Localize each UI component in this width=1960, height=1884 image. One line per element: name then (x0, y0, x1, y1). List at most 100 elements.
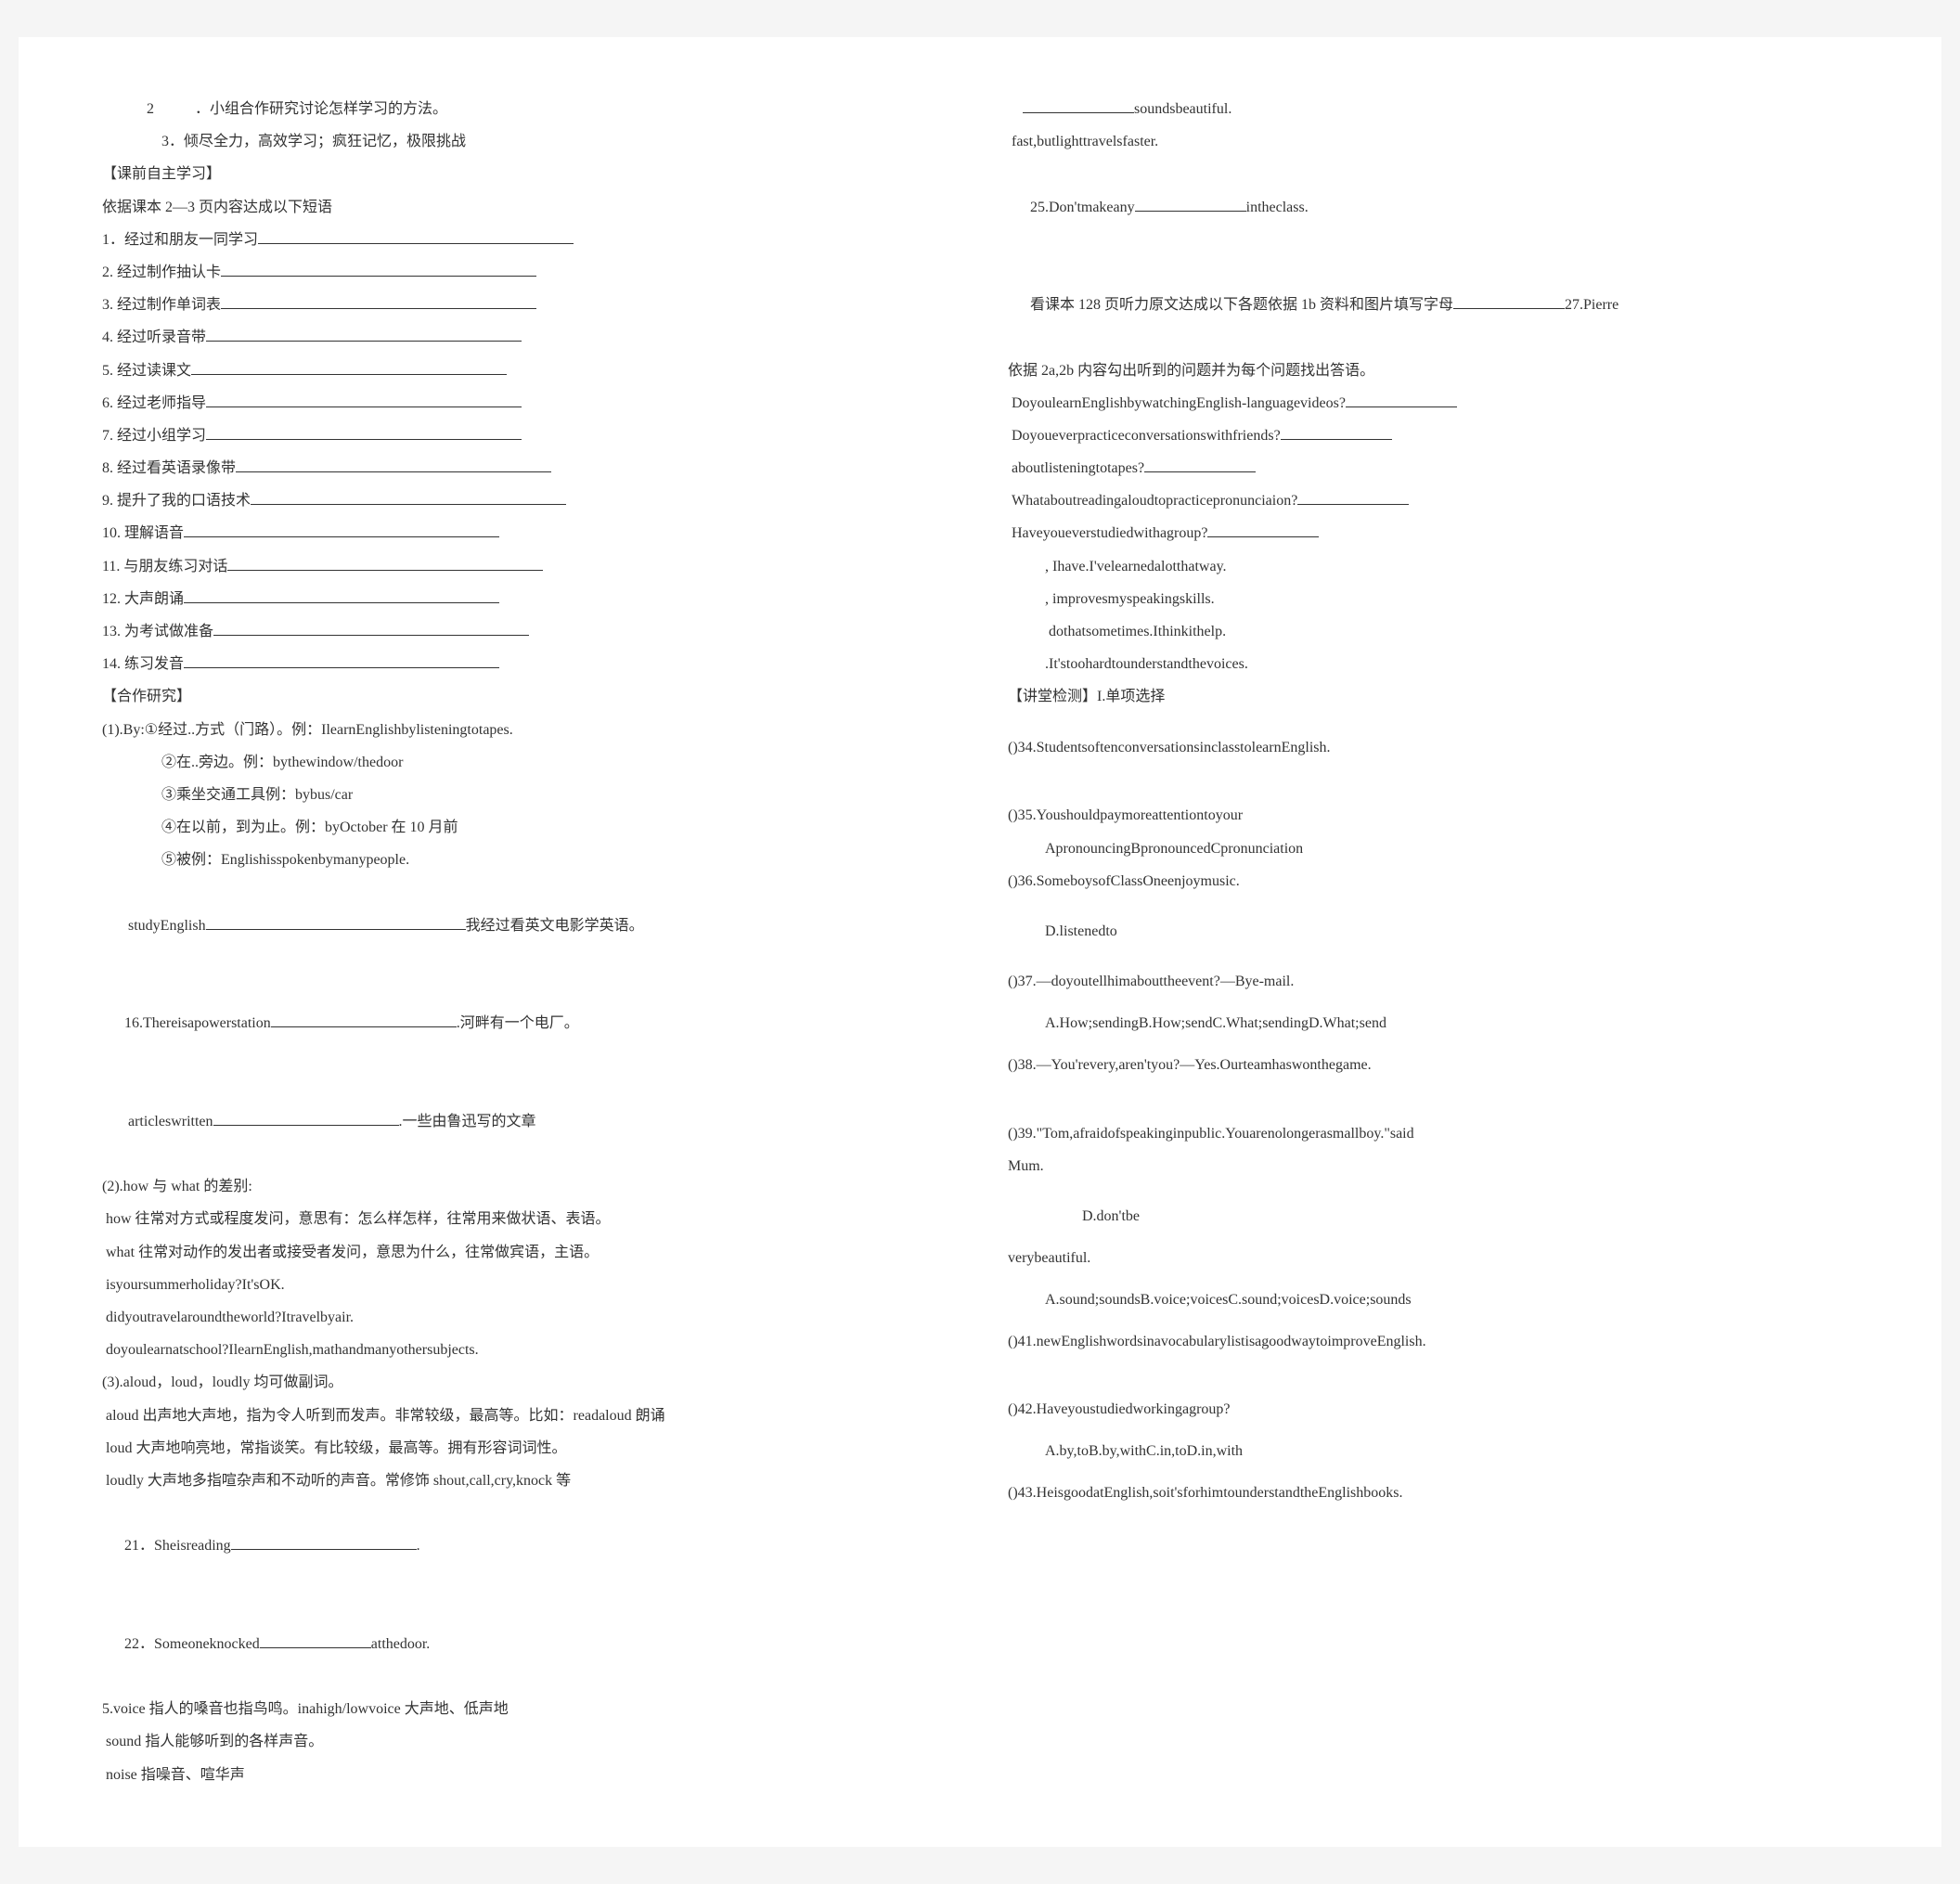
fill-blank[interactable] (227, 556, 543, 571)
text-line: ②在..旁边。例：bythewindow/thedoor (102, 746, 952, 779)
item-label: 25.Don'tmakeany (1030, 200, 1135, 215)
item-tail: .河畔有一个电厂。 (457, 1015, 579, 1031)
item-label: 21．Sheisreading (124, 1538, 231, 1554)
fill-blank[interactable] (1144, 458, 1256, 472)
fill-blank[interactable] (221, 294, 536, 309)
item-label: 6. 经过老师指导 (102, 395, 206, 411)
fill-item: 1．经过和朋友一同学习 (102, 224, 952, 256)
section-heading: 【课前自主学习】 (102, 158, 952, 190)
fill-blank[interactable] (213, 621, 529, 636)
item-label: Doyoueverpracticeconversationswithfriend… (1008, 428, 1281, 444)
fill-item: Haveyoueverstudiedwithagroup? (1008, 517, 1858, 549)
item-label: 3. 经过制作单词表 (102, 297, 221, 313)
fill-item: 22．Someoneknocked atthedoor. (102, 1595, 952, 1694)
fill-item: DoyoulearnEnglishbywatchingEnglish-langu… (1008, 387, 1858, 419)
fill-item: 10. 理解语音 (102, 517, 952, 549)
fill-blank[interactable] (206, 915, 466, 930)
option-line: ApronouncingBpronouncedCpronunciation (1008, 832, 1858, 865)
item-label: DoyoulearnEnglishbywatchingEnglish-langu… (1008, 395, 1346, 411)
fill-blank[interactable] (206, 425, 522, 440)
question-line: ()41.newEnglishwordsinavocabularylistisa… (1008, 1325, 1858, 1358)
item-label: 16.Thereisapowerstation (124, 1015, 271, 1031)
question-line: ()34.Studentsoftenconversationsinclassto… (1008, 731, 1858, 764)
item-tail: 27.Pierre (1565, 297, 1618, 313)
item-tail: .一些由鲁迅写的文章 (399, 1114, 536, 1129)
fill-blank[interactable] (184, 588, 499, 603)
item-tail: soundsbeautiful. (1134, 101, 1231, 117)
question-line: ()39."Tom,afraidofspeakinginpublic.Youar… (1008, 1117, 1858, 1150)
text-line: ⑤被例：Englishisspokenbymanypeople. (102, 844, 952, 876)
fill-item: 16.Thereisapowerstation .河畔有一个电厂。 (102, 974, 952, 1073)
text-line: dothatsometimes.Ithinkithelp. (1008, 615, 1858, 648)
fill-blank[interactable] (1281, 425, 1392, 440)
item-label: Whataboutreadingaloudtopracticepronuncia… (1008, 493, 1297, 509)
text-line: sound 指人能够听到的各样声音。 (102, 1725, 952, 1758)
text-line: aloud 出声地大声地，指为令人听到而发声。非常较级，最高等。比如：reada… (102, 1400, 952, 1432)
text-line: fast,butlighttravelsfaster. (1008, 125, 1858, 158)
item-label: 5. 经过读课文 (102, 363, 191, 379)
text-line: , improvesmyspeakingskills. (1008, 583, 1858, 615)
fill-item: 25.Don'tmakeany intheclass. (1008, 158, 1858, 256)
fill-blank[interactable] (206, 327, 522, 342)
fill-item: 看课本 128 页听力原文达成以下各题依据 1b 资料和图片填写字母27.Pie… (1008, 256, 1858, 355)
item-label: 9. 提升了我的口语技术 (102, 493, 251, 509)
option-line: A.How;sendingB.How;sendC.What;sendingD.W… (1008, 1007, 1858, 1039)
fill-blank[interactable] (213, 1111, 399, 1126)
fill-blank[interactable] (1346, 393, 1457, 407)
fill-item: 12. 大声朗诵 (102, 583, 952, 615)
text-line: 依据 2a,2b 内容勾出听到的问题并为每个问题找出答语。 (1008, 355, 1858, 387)
fill-item: 13. 为考试做准备 (102, 615, 952, 648)
item-label: 22．Someoneknocked (124, 1636, 260, 1652)
fill-blank[interactable] (236, 458, 551, 472)
text-line: (1).By:①经过..方式（门路）。例：IlearnEnglishbylist… (102, 714, 952, 746)
item-tail: 我经过看英文电影学英语。 (466, 918, 644, 934)
fill-blank[interactable] (1297, 490, 1409, 505)
right-column: soundsbeautiful. fast,butlighttravelsfas… (1008, 93, 1858, 1791)
fill-item: 9. 提升了我的口语技术 (102, 484, 952, 517)
text-line: doyoulearnatschool?IlearnEnglish,mathand… (102, 1334, 952, 1366)
text-line: how 往常对方式或程度发问，意思有：怎么样怎样，往常用来做状语、表语。 (102, 1203, 952, 1235)
fill-blank[interactable] (258, 229, 574, 244)
fill-item: aboutlisteningtotapes? (1008, 452, 1858, 484)
item-tail: intheclass. (1246, 200, 1309, 215)
fill-item: Doyoueverpracticeconversationswithfriend… (1008, 419, 1858, 452)
section-heading: 【讲堂检测】I.单项选择 (1008, 680, 1858, 713)
fill-blank[interactable] (206, 393, 522, 407)
fill-blank[interactable] (1135, 197, 1246, 212)
fill-item: 3. 经过制作单词表 (102, 289, 952, 321)
option-line: A.sound;soundsB.voice;voicesC.sound;voic… (1008, 1284, 1858, 1316)
item-tail: . (417, 1538, 420, 1554)
fill-item: 8. 经过看英语录像带 (102, 452, 952, 484)
fill-item: 14. 练习发音 (102, 648, 952, 680)
fill-blank[interactable] (260, 1633, 371, 1648)
question-line: ()38.—You'revery,aren'tyou?—Yes.Ourteamh… (1008, 1049, 1858, 1081)
item-label: 4. 经过听录音带 (102, 329, 206, 345)
fill-blank[interactable] (221, 262, 536, 277)
fill-blank[interactable] (231, 1535, 417, 1550)
fill-blank[interactable] (184, 653, 499, 668)
fill-blank[interactable] (1023, 98, 1134, 113)
item-label: 2. 经过制作抽认卡 (102, 265, 221, 280)
fill-blank[interactable] (271, 1013, 457, 1027)
text-line: 3．倾尽全力，高效学习；疯狂记忆，极限挑战 (102, 125, 952, 158)
fill-item: 21．Sheisreading. (102, 1497, 952, 1595)
fill-blank[interactable] (1207, 523, 1319, 537)
fill-blank[interactable] (184, 523, 499, 537)
question-line: ()43.HeisgoodatEnglish,soit'sforhimtound… (1008, 1477, 1858, 1509)
option-line: D.listenedto (1008, 915, 1858, 948)
text-line: , Ihave.I'velearnedalotthatway. (1008, 550, 1858, 583)
fill-item: articleswritten.一些由鲁迅写的文章 (102, 1073, 952, 1171)
fill-item: 6. 经过老师指导 (102, 387, 952, 419)
fill-blank[interactable] (191, 360, 507, 375)
text-line: ④在以前，到为止。例：byOctober 在 10 月前 (102, 811, 952, 844)
fill-blank[interactable] (251, 490, 566, 505)
left-column: 2 ．小组合作研究讨论怎样学习的方法。 3．倾尽全力，高效学习；疯狂记忆，极限挑… (102, 93, 952, 1791)
text-line: what 往常对动作的发出者或接受者发问，意思为什么，往常做宾语，主语。 (102, 1236, 952, 1269)
item-tail: atthedoor. (371, 1636, 431, 1652)
fill-blank[interactable] (1453, 294, 1565, 309)
text-line: loud 大声地响亮地，常指谈笑。有比较级，最高等。拥有形容词词性。 (102, 1432, 952, 1465)
item-label: studyEnglish (124, 918, 206, 934)
item-label: 10. 理解语音 (102, 525, 184, 541)
fill-item: 5. 经过读课文 (102, 355, 952, 387)
text-line: loudly 大声地多指喧杂声和不动听的声音。常修饰 shout,call,cr… (102, 1465, 952, 1497)
